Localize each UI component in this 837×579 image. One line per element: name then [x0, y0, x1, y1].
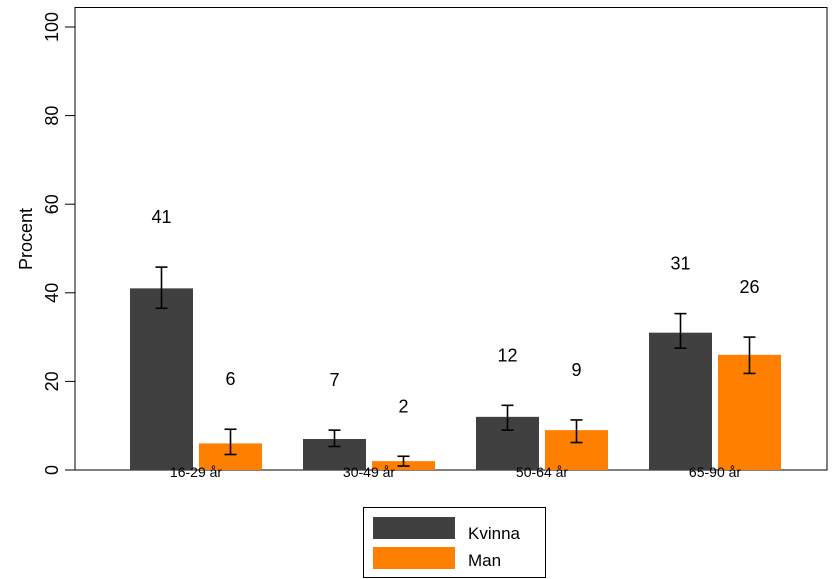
category-label-0: 16-29 år — [170, 464, 222, 480]
y-tick-label-2: 40 — [42, 283, 62, 303]
legend: Kvinna Man — [363, 507, 546, 578]
legend-label-man: Man — [468, 551, 501, 570]
legend-key-man — [373, 547, 455, 569]
data-label-0-1: 7 — [329, 370, 339, 390]
legend-key-kvinna — [373, 517, 455, 539]
category-label-2: 50-64 år — [516, 464, 568, 480]
data-label-0-0: 41 — [151, 207, 171, 227]
legend-label-kvinna: Kvinna — [468, 524, 521, 543]
category-label-1: 30-49 år — [343, 464, 395, 480]
y-axis-title: Procent — [16, 208, 36, 270]
category-label-3: 65-90 år — [689, 464, 741, 480]
error-bars — [155, 266, 756, 467]
legend-frame — [363, 507, 546, 578]
data-label-0-3: 31 — [670, 254, 690, 274]
data-label-1-2: 9 — [571, 360, 581, 380]
data-label-1-3: 26 — [739, 277, 759, 297]
bar-kvinna-3 — [649, 332, 712, 470]
y-tick-label-3: 60 — [42, 194, 62, 214]
data-label-1-0: 6 — [225, 369, 235, 389]
data-label-0-2: 12 — [497, 345, 517, 365]
bar-kvinna-0 — [130, 288, 193, 470]
y-tick-label-0: 0 — [42, 465, 62, 475]
data-labels: 41 6 7 2 12 9 31 26 — [151, 207, 759, 416]
y-tick-label-1: 20 — [42, 371, 62, 391]
y-tick-label-5: 100 — [42, 12, 62, 42]
category-labels: 16-29 år 30-49 år 50-64 år 65-90 år — [170, 464, 741, 480]
y-axis: 0 20 40 60 80 100 — [42, 12, 76, 475]
data-label-1-1: 2 — [398, 396, 408, 416]
y-tick-label-4: 80 — [42, 106, 62, 126]
